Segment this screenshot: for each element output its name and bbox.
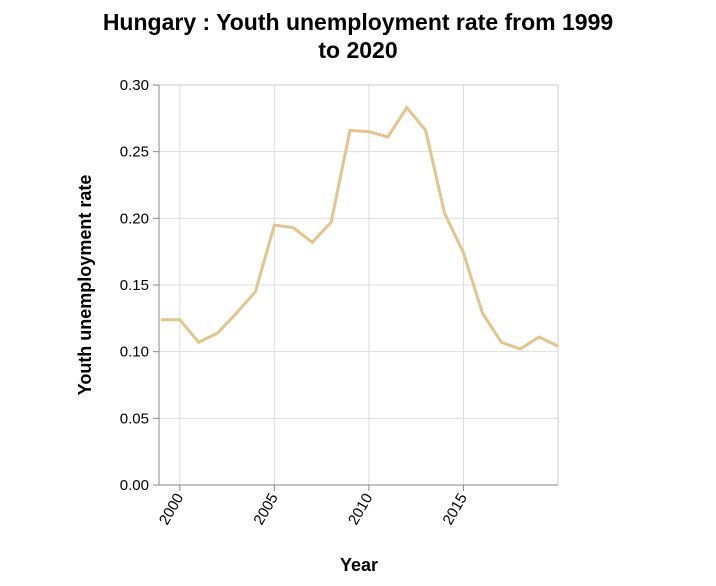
y-tick-label: 0.20 bbox=[120, 210, 149, 227]
x-tick-label: 2005 bbox=[250, 491, 281, 528]
grid bbox=[159, 84, 558, 486]
y-tick-label: 0.10 bbox=[120, 344, 149, 361]
series bbox=[160, 105, 559, 351]
chart-title: Hungary : Youth unemployment rate from 1… bbox=[102, 9, 614, 63]
y-tick-label: 0.15 bbox=[120, 277, 149, 294]
y-tick-label: 0.05 bbox=[120, 410, 149, 427]
y-tick-label: 0.30 bbox=[120, 77, 149, 94]
y-tick-label: 0.25 bbox=[120, 144, 149, 161]
x-tick-label: 2010 bbox=[345, 491, 376, 528]
y-axis-title: Youth unemployment rate bbox=[75, 175, 95, 396]
x-tick-label: 2000 bbox=[156, 491, 187, 528]
x-axis-title: Year bbox=[340, 555, 378, 575]
y-tick-label: 0.00 bbox=[120, 477, 149, 494]
x-tick-label: 2015 bbox=[440, 491, 471, 528]
ticks: 0.00 0.05 0.10 0.15 0.20 0.25 0.30 2000 2005 2010… bbox=[120, 77, 471, 528]
series-line bbox=[160, 105, 559, 351]
